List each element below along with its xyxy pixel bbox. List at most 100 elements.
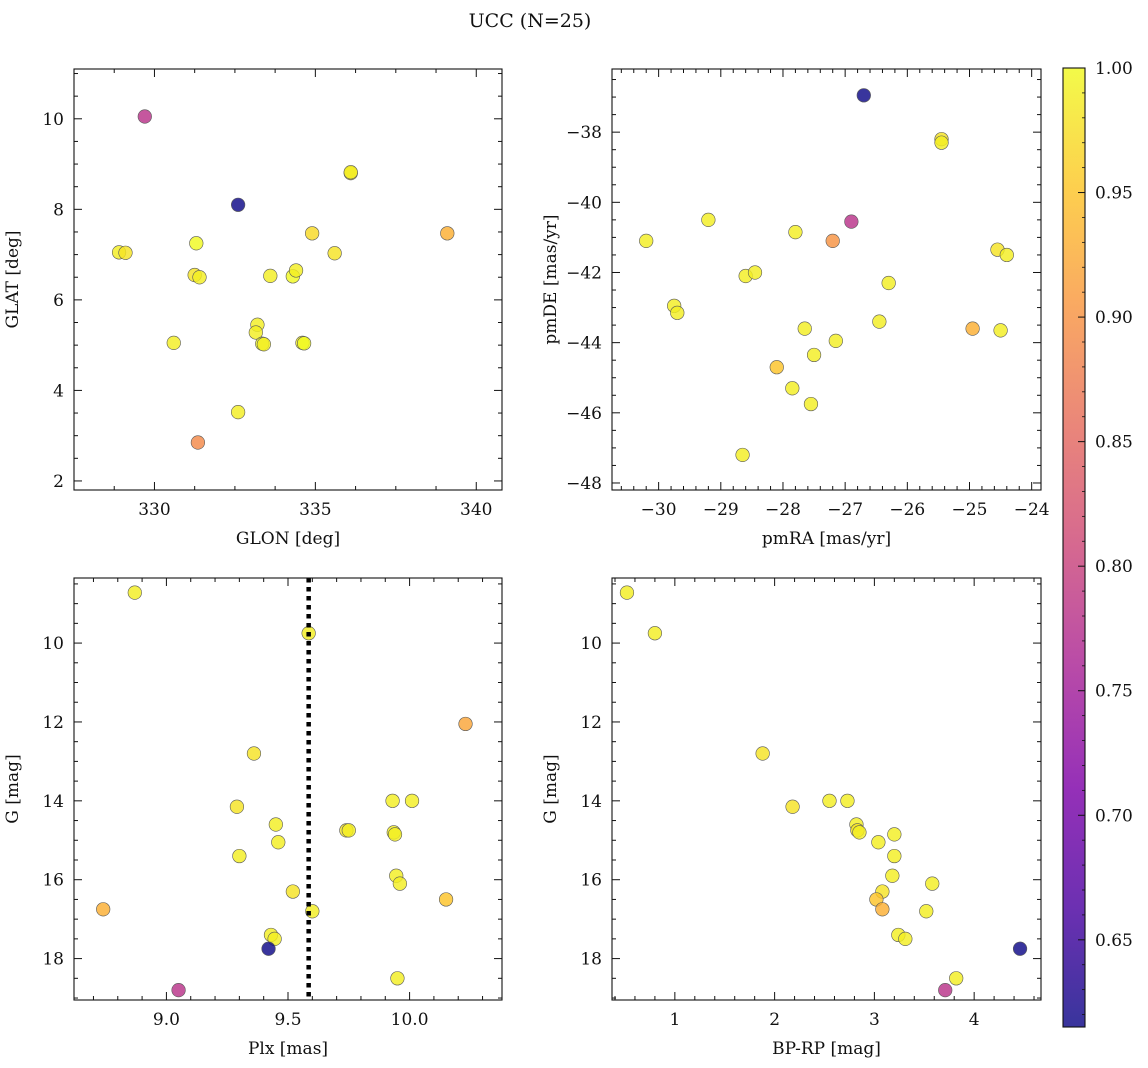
data-point [885,868,900,883]
x-tick-label: 340 [460,500,492,520]
x-tick-label: 10.0 [391,1010,429,1030]
data-point [263,268,278,283]
y-tick-label: 16 [42,871,64,891]
data-point [701,212,716,227]
data-point [385,793,400,808]
data-point [852,825,867,840]
data-point [248,325,263,340]
data-point [747,265,763,280]
x-tick-label: 3 [869,1010,880,1030]
panels: 330 335 340 2 4 6 8 10 GLON [deg] GLAT [deg] −30 −2… [3,68,1050,1059]
data-point [96,902,111,917]
x-axis-label: pmRA [mas/yr] [762,529,891,549]
x-tick-label: −24 [1014,500,1050,520]
data-point [828,333,843,348]
y-tick-label: 14 [42,792,64,812]
x-tick-label: −30 [641,500,677,520]
y-axis-label: pmDE [mas/yr] [541,214,561,344]
x-tick-label: −25 [952,500,988,520]
data-point [639,233,654,249]
x-tick-label: 4 [969,1010,980,1030]
data-point [390,971,405,986]
data-point [755,746,770,761]
data-point [189,236,204,251]
plot-frame [73,577,503,1001]
y-axis-label: G [mag] [541,754,561,823]
y-tick-label: 10 [580,634,602,654]
data-point [965,321,980,336]
data-point [118,245,133,260]
data-point [458,716,473,732]
data-point [919,904,934,919]
data-point [887,848,902,864]
data-point [343,165,358,180]
data-point [271,835,286,850]
x-tick-label: 335 [299,500,331,520]
y-tick-label: 6 [53,291,64,311]
y-tick-label: −42 [566,263,602,283]
x-tick-label: 9.5 [274,1010,301,1030]
data-point [285,884,300,899]
data-point [171,983,186,998]
colorbar-tick-label: 0.75 [1095,682,1133,702]
data-point [268,817,283,832]
colorbar-frame [1062,67,1086,1028]
x-tick-label: −28 [765,500,801,520]
axis-ticks [74,578,502,1000]
data-point [256,337,271,352]
data-point [231,197,246,212]
data-point [387,827,403,842]
data-point [785,381,800,396]
data-point [341,823,356,838]
data-point [844,214,859,229]
y-tick-label: 4 [53,381,64,401]
y-tick-label: −38 [566,123,602,143]
data-point [192,270,207,285]
data-point [231,405,246,420]
data-point [440,226,455,241]
colorbar-tick-label: 0.70 [1095,806,1133,826]
data-points [619,585,1028,998]
colorbar-tick-label: 1.00 [1095,59,1133,79]
y-tick-label: 12 [580,713,602,733]
x-axis-label: BP-RP [mag] [772,1039,881,1059]
data-point [925,876,940,891]
data-point [785,799,800,814]
data-point [797,321,812,336]
data-points [111,109,455,450]
data-point [137,109,152,124]
y-tick-label: −46 [566,404,602,424]
data-point [769,360,784,375]
colorbar: 0.65 0.70 0.75 0.80 0.85 0.90 0.95 1.00 [1062,59,1133,1028]
x-tick-label: 9.0 [153,1010,180,1030]
data-point [898,931,913,946]
axis-ticks [73,69,502,490]
data-point [438,892,454,907]
y-tick-label: −44 [566,334,602,354]
data-point [949,971,964,986]
plot-frame [611,577,1042,1001]
data-point [305,226,320,241]
axis-ticks [612,578,1041,1000]
y-tick-label: 2 [53,472,64,492]
colorbar-tick-label: 0.85 [1095,433,1133,453]
data-point [327,246,342,261]
data-point [166,335,181,350]
data-point [261,941,276,956]
data-point [190,435,205,450]
data-point [735,447,750,463]
data-point [296,336,312,351]
data-point [825,233,840,249]
y-tick-label: 18 [580,950,602,970]
y-tick-label: 10 [42,110,64,130]
y-axis-label: GLAT [deg] [3,230,23,328]
data-point [803,396,819,412]
colorbar-tick-label: 0.95 [1095,184,1133,204]
data-points [639,88,1014,463]
data-point [404,793,420,808]
x-axis-label: Plx [mas] [248,1039,328,1059]
axis-ticks [612,69,1041,490]
colorbar-gradient [1063,68,1085,1027]
